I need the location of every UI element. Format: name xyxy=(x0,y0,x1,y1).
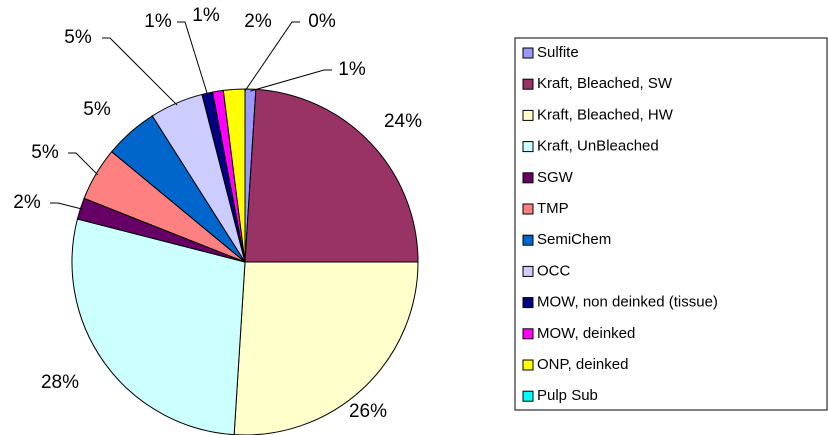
data-label: 1% xyxy=(338,59,366,80)
leader-line xyxy=(250,69,332,92)
legend-swatch xyxy=(522,141,534,153)
legend-label: MOW, deinked xyxy=(537,325,635,342)
legend-label: TMP xyxy=(537,200,569,217)
data-label: 2% xyxy=(13,192,41,213)
data-label: 1% xyxy=(192,5,220,26)
data-label: 5% xyxy=(83,99,111,120)
pie-slice xyxy=(233,261,419,435)
leader-line xyxy=(50,202,83,210)
leader-line xyxy=(244,21,300,92)
data-label: 0% xyxy=(308,11,336,32)
legend-label: Pulp Sub xyxy=(537,387,598,404)
legend-swatch xyxy=(522,265,534,277)
legend-label: ONP, deinked xyxy=(537,356,628,373)
pie-slice xyxy=(71,218,246,435)
legend-swatch xyxy=(522,297,534,309)
data-label: 5% xyxy=(31,142,59,163)
legend-swatch xyxy=(522,390,534,402)
legend-label: Kraft, Bleached, SW xyxy=(537,75,673,92)
legend-swatch xyxy=(522,234,534,246)
legend-label: OCC xyxy=(537,262,571,279)
legend-box xyxy=(514,37,828,411)
legend-swatch xyxy=(522,109,534,121)
leader-line xyxy=(68,152,99,176)
legend-swatch xyxy=(522,172,534,184)
data-label: 28% xyxy=(41,372,79,393)
legend-swatch xyxy=(522,78,534,90)
leader-line xyxy=(177,21,209,96)
legend-swatch xyxy=(522,359,534,371)
legend-swatch xyxy=(522,47,534,59)
data-label: 5% xyxy=(64,27,92,48)
legend-label: Kraft, Bleached, HW xyxy=(537,106,674,123)
legend-label: MOW, non deinked (tissue) xyxy=(537,294,718,311)
legend-label: SemiChem xyxy=(537,231,611,248)
legend-swatch xyxy=(522,328,534,340)
legend-label: SGW xyxy=(537,169,574,186)
legend-label: Sulfite xyxy=(537,44,579,61)
pie-slice xyxy=(244,88,419,263)
legend-label: Kraft, UnBleached xyxy=(537,138,659,155)
legend-swatch xyxy=(522,203,534,215)
data-label: 26% xyxy=(349,401,387,422)
data-label: 1% xyxy=(144,11,172,32)
data-label: 24% xyxy=(384,111,422,132)
data-label: 2% xyxy=(244,11,272,32)
leader-line xyxy=(102,37,178,106)
